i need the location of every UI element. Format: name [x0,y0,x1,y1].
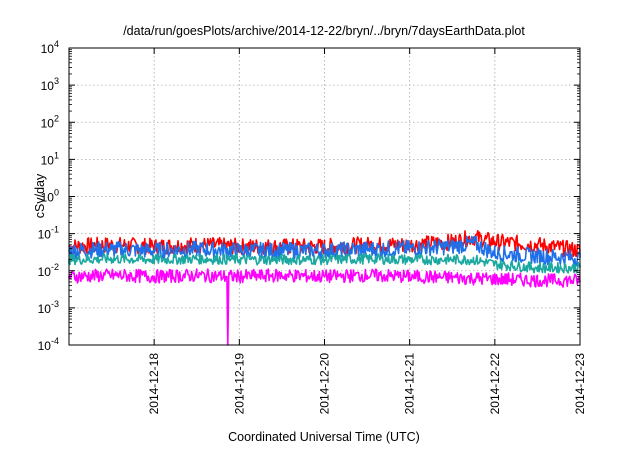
x-tick-label: 2014-12-23 [573,353,587,415]
y-tick-label: 10-3 [38,299,59,316]
y-tick-label: 101 [41,150,59,167]
chart-title: /data/run/goesPlots/archive/2014-12-22/b… [123,24,525,38]
y-tick-label: 10-4 [38,336,59,353]
y-tick-label: 10-1 [38,225,59,242]
series-line [68,252,581,274]
x-tick-label: 2014-12-22 [488,353,502,415]
y-tick-label: 100 [41,188,59,205]
grid-lines [69,48,580,345]
series-line [68,268,581,346]
y-tick-label: 10-2 [38,262,59,279]
x-tick-label: 2014-12-19 [232,353,246,415]
x-tick-label: 2014-12-20 [318,353,332,415]
y-tick-label: 102 [41,113,59,130]
x-tick-label: 2014-12-21 [403,353,417,415]
series-line [68,235,581,267]
series-lines [68,230,581,346]
x-tick-label: 2014-12-18 [147,353,161,415]
y-tick-label: 104 [41,39,59,56]
x-axis-label: Coordinated Universal Time (UTC) [228,430,420,444]
y-axis-label: cSv/day [33,173,47,218]
plot-frame [68,47,581,346]
axis-ticks: 10-4 10-3 10-2 10-1 100 101 102 103 104 2014-12-1… [38,39,587,414]
y-tick-label: 103 [41,76,59,93]
